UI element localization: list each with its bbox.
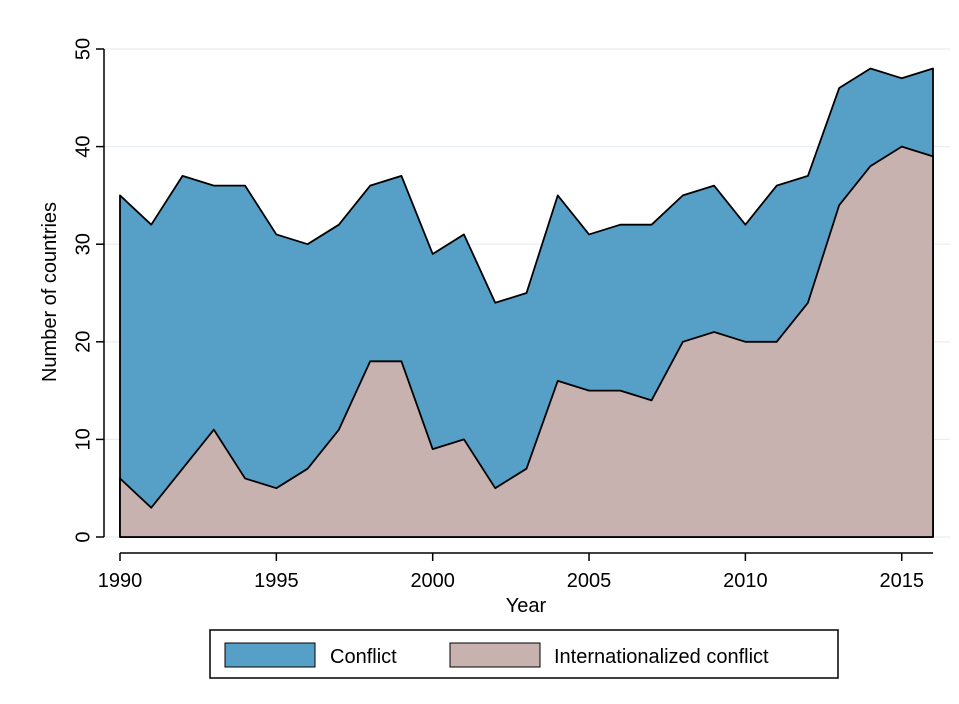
point-conflict-1996 [306, 242, 310, 246]
point-internationalized-conflict-1996 [306, 467, 310, 471]
x-axis-title: Year [506, 595, 547, 617]
point-internationalized-conflict-1994 [243, 476, 247, 480]
y-tick-label-40: 40 [72, 135, 94, 157]
point-internationalized-conflict-1999 [399, 359, 403, 363]
point-conflict-1997 [337, 223, 341, 227]
point-internationalized-conflict-1998 [368, 359, 372, 363]
point-internationalized-conflict-2007 [650, 398, 654, 402]
point-internationalized-conflict-2012 [806, 301, 810, 305]
legend-label-conflict: Conflict [330, 646, 397, 668]
point-conflict-1994 [243, 184, 247, 188]
point-conflict-2011 [775, 184, 779, 188]
point-internationalized-conflict-1990 [118, 476, 122, 480]
point-conflict-2002 [493, 301, 497, 305]
area-internationalized-conflict [119, 145, 934, 538]
x-tick-label-2000: 2000 [410, 570, 455, 592]
point-internationalized-conflict-2009 [712, 330, 716, 334]
x-tick-label-1990: 1990 [98, 570, 143, 592]
point-internationalized-conflict-2004 [556, 379, 560, 383]
y-axis-title: Number of countries [39, 202, 61, 382]
x-tick-label-2005: 2005 [567, 570, 612, 592]
point-conflict-1991 [149, 223, 153, 227]
point-conflict-1990 [118, 193, 122, 197]
x-tick-label-2015: 2015 [879, 570, 924, 592]
point-internationalized-conflict-1997 [337, 428, 341, 432]
point-internationalized-conflict-2006 [618, 389, 622, 393]
point-conflict-1993 [212, 184, 216, 188]
y-tick-label-20: 20 [72, 331, 94, 353]
point-conflict-2015 [900, 76, 904, 80]
point-internationalized-conflict-2008 [681, 340, 685, 344]
point-internationalized-conflict-2005 [587, 389, 591, 393]
point-conflict-1995 [274, 232, 278, 236]
point-internationalized-conflict-2016 [931, 154, 935, 158]
point-conflict-1998 [368, 184, 372, 188]
legend-swatch-conflict [224, 642, 316, 668]
y-tick-label-10: 10 [72, 428, 94, 450]
point-internationalized-conflict-2010 [743, 340, 747, 344]
legend: Conflict Internationalized conflict [209, 629, 839, 679]
point-internationalized-conflict-1991 [149, 506, 153, 510]
x-tick-label-1995: 1995 [254, 570, 299, 592]
legend-swatch-internationalized-conflict [449, 642, 541, 668]
point-conflict-2010 [743, 223, 747, 227]
point-internationalized-conflict-2002 [493, 486, 497, 490]
point-conflict-1999 [399, 174, 403, 178]
point-conflict-2004 [556, 193, 560, 197]
point-conflict-2009 [712, 184, 716, 188]
point-conflict-2005 [587, 232, 591, 236]
point-conflict-2016 [931, 67, 935, 71]
point-conflict-2014 [868, 67, 872, 71]
point-internationalized-conflict-2003 [525, 467, 529, 471]
axes: 0 10 20 30 40 50 1990 1995 2000 2005 2010 2015 [72, 38, 933, 592]
point-conflict-2012 [806, 174, 810, 178]
point-internationalized-conflict-1993 [212, 428, 216, 432]
x-tick-label-2010: 2010 [723, 570, 768, 592]
point-internationalized-conflict-2001 [462, 437, 466, 441]
point-conflict-2000 [431, 252, 435, 256]
point-internationalized-conflict-1992 [181, 467, 185, 471]
point-internationalized-conflict-2000 [431, 447, 435, 451]
plot-areas [118, 67, 935, 538]
point-internationalized-conflict-2014 [868, 164, 872, 168]
point-internationalized-conflict-2015 [900, 145, 904, 149]
point-internationalized-conflict-2013 [837, 203, 841, 207]
y-tick-label-30: 30 [72, 233, 94, 255]
point-internationalized-conflict-1995 [274, 486, 278, 490]
point-conflict-2003 [525, 291, 529, 295]
point-conflict-2013 [837, 86, 841, 90]
legend-label-internationalized-conflict: Internationalized conflict [554, 646, 769, 668]
point-conflict-2007 [650, 223, 654, 227]
point-conflict-2008 [681, 193, 685, 197]
point-conflict-1992 [181, 174, 185, 178]
y-tick-label-0: 0 [72, 531, 94, 542]
point-internationalized-conflict-2011 [775, 340, 779, 344]
y-tick-label-50: 50 [72, 38, 94, 60]
point-conflict-2001 [462, 232, 466, 236]
point-conflict-2006 [618, 223, 622, 227]
